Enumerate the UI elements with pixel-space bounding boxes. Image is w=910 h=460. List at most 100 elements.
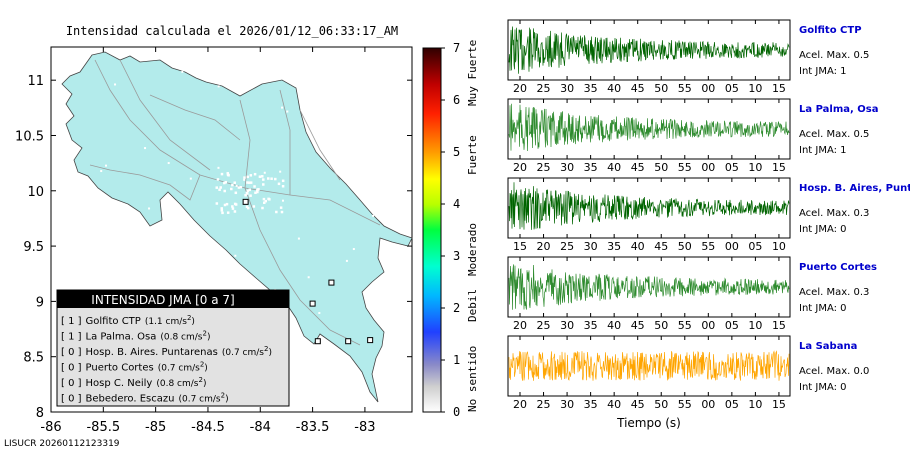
town-point: [225, 202, 229, 206]
colorbar-labels: No sentido Debil Moderado Fuerte Muy Fue…: [466, 40, 479, 412]
legend-item-close: ): [207, 333, 211, 343]
waveform: [508, 182, 790, 230]
town-point: [220, 209, 224, 212]
map-xtick-label: -83: [354, 420, 375, 435]
panel-tick-label: 35: [607, 240, 621, 253]
panel-tick-label: 50: [654, 82, 668, 95]
town-point: [233, 210, 237, 213]
station-acel: Acel. Max. 0.5: [799, 50, 869, 61]
map-ytick-label: 11: [27, 74, 44, 89]
town-point: [234, 254, 237, 257]
panel-tick-label: 00: [701, 398, 715, 411]
legend-item-int: [ 1 ]: [61, 316, 82, 327]
roads: [89, 59, 381, 346]
station-marker: [328, 279, 335, 286]
panel-tick-label: 20: [513, 398, 527, 411]
town-point: [231, 183, 234, 187]
panel-tick-label: 40: [607, 319, 621, 332]
town-point: [237, 186, 241, 189]
legend-item-name: Hosp C. Neily: [86, 378, 153, 389]
town-point: [167, 162, 170, 165]
map-ytick-label: 8.5: [23, 351, 44, 366]
legend-item-value: (0.8 cm/s: [160, 333, 202, 343]
panel-tick-label: 50: [654, 161, 668, 174]
legend-item: [ 0 ] Bebedero. Escazu (0.7 cm/s2): [61, 392, 229, 405]
town-point: [258, 175, 262, 178]
town-point: [345, 259, 348, 262]
colorbar-tick-label: 2: [453, 301, 460, 315]
town-point: [231, 207, 235, 210]
panel-tick-label: 30: [584, 240, 598, 253]
town-point: [246, 181, 249, 184]
town-point: [244, 194, 247, 197]
legend-item-sup: 2: [264, 345, 268, 353]
town-point: [368, 203, 371, 206]
town-point: [243, 178, 246, 181]
map-xtick-label: -84: [250, 420, 271, 435]
panel-tick-label: 15: [772, 398, 786, 411]
town-point: [219, 186, 222, 189]
town-point: [218, 188, 221, 191]
station-acel: Acel. Max. 0.3: [799, 208, 869, 219]
station-markers: [242, 198, 374, 345]
panel-tick-label: 10: [748, 161, 762, 174]
town-point: [157, 264, 160, 267]
panel-tick-label: 40: [607, 82, 621, 95]
town-point: [281, 184, 285, 188]
town-point: [281, 106, 284, 109]
colorbar-tick-label: 6: [453, 93, 460, 107]
town-point: [226, 172, 230, 175]
town-point: [246, 189, 250, 193]
town-point: [263, 201, 266, 204]
legend-item: [ 1 ] La Palma. Osa (0.8 cm/s2): [61, 330, 210, 343]
panel-tick-label: 45: [654, 240, 668, 253]
town-point: [223, 189, 226, 193]
panel-tick-label: 00: [701, 161, 715, 174]
colorbar-tick-label: 0: [453, 405, 460, 419]
panel-tick-label: 05: [748, 240, 762, 253]
town-point: [252, 205, 256, 208]
panel-tick-label: 05: [725, 319, 739, 332]
map-ytick-label: 9.5: [23, 240, 44, 255]
colorbar-tick-label: 7: [453, 41, 460, 55]
legend-item-value: (0.7 cm/s: [222, 348, 264, 358]
map-xtick-label: -85.5: [86, 420, 120, 435]
panel-tick-label: 45: [631, 161, 645, 174]
town-point: [261, 175, 264, 178]
town-point: [277, 182, 281, 186]
colorbar-label-moderado: Moderado: [466, 223, 479, 276]
station-name: Puerto Cortes: [799, 262, 877, 273]
town-point: [233, 202, 237, 206]
colorbar-tick-label: 5: [453, 145, 460, 159]
legend-item-close: ): [225, 395, 229, 405]
legend-item-value: (0.8 cm/s: [156, 379, 198, 389]
town-point: [144, 147, 147, 150]
town-point: [234, 191, 238, 195]
panel-tick-label: 25: [537, 161, 551, 174]
panel-tick-label: 30: [560, 398, 574, 411]
legend-item-close: ): [203, 379, 207, 389]
town-point: [226, 211, 230, 214]
station-name: Golfito CTP: [799, 25, 862, 36]
panel-tick-label: 25: [537, 319, 551, 332]
town-point: [254, 191, 257, 194]
station-marker: [309, 300, 316, 307]
panel-tick-label: 15: [772, 161, 786, 174]
town-point: [143, 242, 146, 245]
town-point: [220, 264, 223, 267]
town-point: [221, 211, 224, 215]
town-point: [243, 176, 246, 179]
panel-tick-label: 05: [725, 161, 739, 174]
town-point: [274, 177, 277, 181]
town-point: [262, 178, 265, 181]
legend-item-name: La Palma. Osa: [86, 332, 157, 343]
panel-tick-label: 00: [701, 319, 715, 332]
legend-item-sup: 2: [198, 376, 202, 384]
station-int: Int JMA: 1: [799, 66, 847, 77]
colorbar-tick-label: 4: [453, 197, 460, 211]
panel-tick-label: 05: [725, 398, 739, 411]
town-point: [230, 187, 233, 191]
station-marker: [314, 338, 321, 345]
panel-tick-label: 20: [513, 82, 527, 95]
legend-item: [ 0 ] Hosp. B. Aires. Puntarenas (0.7 cm/s…: [61, 345, 272, 358]
